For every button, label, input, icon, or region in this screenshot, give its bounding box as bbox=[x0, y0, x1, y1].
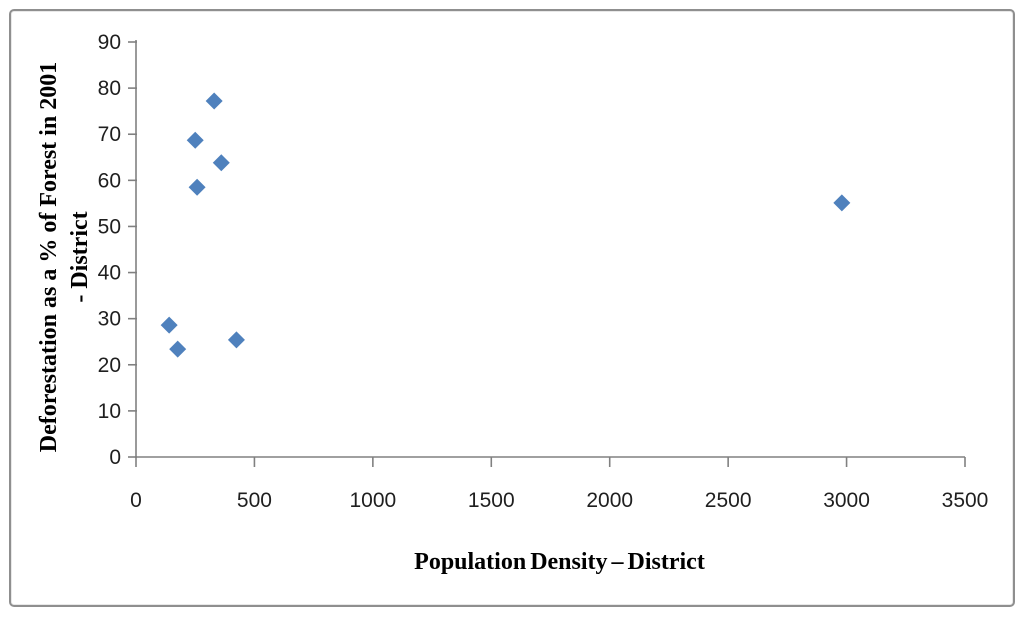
x-tick-label: 500 bbox=[237, 489, 272, 512]
x-tick-label: 3000 bbox=[823, 489, 870, 512]
x-tick-label: 2000 bbox=[586, 489, 633, 512]
data-point-diamond bbox=[186, 131, 204, 149]
y-tick-label: 80 bbox=[98, 77, 121, 100]
x-tick-label: 1000 bbox=[349, 489, 396, 512]
y-axis-title-line2: - District bbox=[67, 211, 93, 303]
x-tick-label: 3500 bbox=[942, 489, 989, 512]
data-point-diamond bbox=[833, 194, 851, 212]
data-point-diamond bbox=[169, 340, 187, 358]
data-point-diamond bbox=[227, 331, 245, 349]
y-tick-label: 70 bbox=[98, 123, 121, 146]
y-tick-label: 50 bbox=[98, 215, 121, 238]
y-axis-title-line1: Deforestation as a % of Forest in 2001 bbox=[36, 61, 62, 453]
data-point-diamond bbox=[212, 154, 230, 172]
x-tick-label: 1500 bbox=[468, 489, 515, 512]
y-tick-label: 10 bbox=[98, 400, 121, 423]
x-tick-label: 0 bbox=[130, 489, 142, 512]
x-axis-title: Population Density – District bbox=[414, 549, 705, 575]
data-point-diamond bbox=[160, 316, 178, 334]
data-point-diamond bbox=[205, 92, 223, 110]
data-point-diamond bbox=[188, 178, 206, 196]
scatter-plot: 0 10 20 30 40 50 60 70 80 90 0 500 1000 1500 2000 2500 3… bbox=[98, 31, 989, 512]
y-tick-label: 30 bbox=[98, 308, 121, 331]
chart-frame: 0 10 20 30 40 50 60 70 80 90 0 500 1000 1500 2000 2500 3… bbox=[9, 9, 1015, 607]
y-axis-title: Deforestation as a % of Forest in 2001 -… bbox=[34, 35, 100, 479]
y-tick-label: 90 bbox=[98, 31, 121, 54]
x-tick-label: 2500 bbox=[705, 489, 752, 512]
y-tick-label: 60 bbox=[98, 169, 121, 192]
y-tick-label: 20 bbox=[98, 354, 121, 377]
y-tick-label: 0 bbox=[109, 446, 121, 469]
y-tick-label: 40 bbox=[98, 262, 121, 285]
